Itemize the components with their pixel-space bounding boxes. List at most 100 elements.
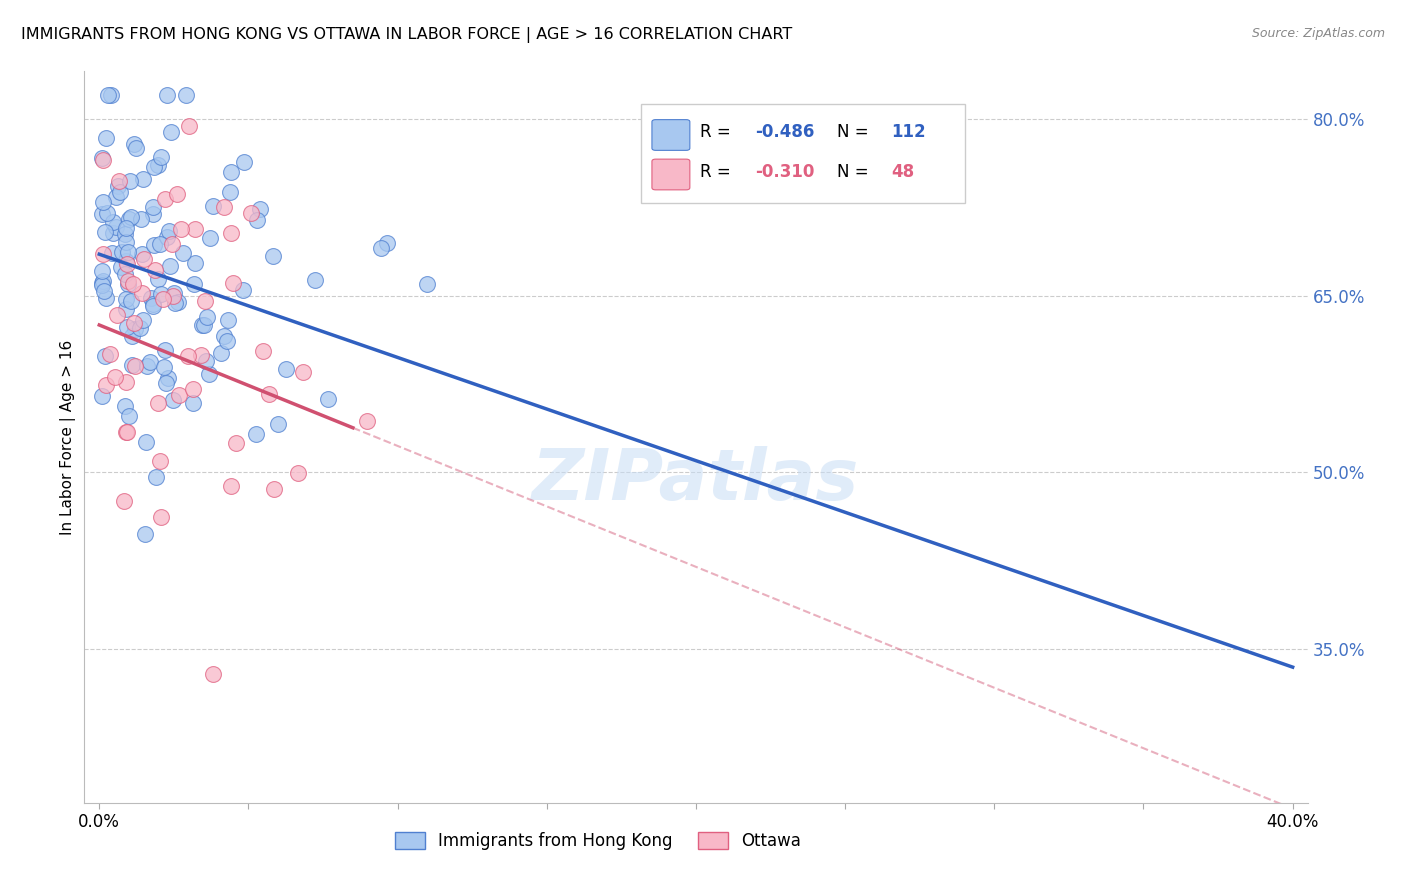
Point: [134, 252, 156, 267]
Text: N =: N =: [837, 162, 873, 180]
Point: [267, 417, 290, 432]
Point: [134, 526, 156, 541]
Point: [91, 389, 114, 403]
Point: [162, 392, 184, 407]
Point: [191, 318, 214, 333]
Point: [91, 194, 114, 209]
Point: [150, 150, 173, 164]
Point: [153, 192, 176, 206]
Point: [117, 277, 139, 291]
Point: [219, 164, 242, 178]
Point: [162, 289, 184, 303]
Point: [139, 355, 162, 369]
Point: [91, 276, 114, 290]
Text: 112: 112: [891, 123, 927, 141]
Point: [139, 291, 162, 305]
Point: [155, 376, 177, 390]
Point: [96, 131, 118, 145]
Y-axis label: In Labor Force | Age > 16: In Labor Force | Age > 16: [60, 340, 76, 534]
Point: [163, 296, 186, 310]
Point: [150, 287, 173, 301]
Point: [129, 211, 152, 226]
Point: [96, 291, 118, 305]
Point: [183, 277, 205, 292]
Point: [263, 482, 285, 496]
Point: [177, 120, 200, 134]
Point: [194, 294, 217, 309]
Point: [131, 286, 153, 301]
Point: [93, 284, 115, 298]
Text: IMMIGRANTS FROM HONG KONG VS OTTAWA IN LABOR FORCE | AGE > 16 CORRELATION CHART: IMMIGRANTS FROM HONG KONG VS OTTAWA IN L…: [21, 27, 793, 43]
Point: [115, 253, 138, 268]
Point: [131, 313, 153, 327]
Point: [167, 388, 190, 402]
Point: [117, 245, 139, 260]
Point: [115, 302, 138, 317]
Point: [149, 509, 172, 524]
Point: [246, 212, 269, 227]
Point: [93, 349, 115, 363]
Point: [105, 308, 128, 322]
Point: [91, 274, 114, 288]
Point: [198, 231, 221, 245]
Point: [233, 154, 256, 169]
Point: [122, 136, 145, 151]
Point: [100, 87, 122, 102]
Text: R =: R =: [700, 162, 735, 180]
Point: [215, 334, 238, 348]
Point: [166, 294, 188, 309]
Point: [91, 207, 114, 221]
Point: [184, 222, 207, 236]
Text: N =: N =: [837, 123, 873, 141]
Point: [193, 318, 215, 332]
Point: [252, 344, 274, 359]
Point: [121, 358, 143, 372]
Point: [114, 400, 136, 414]
Point: [172, 245, 194, 260]
Point: [101, 215, 124, 229]
Point: [124, 359, 146, 374]
Point: [122, 316, 145, 330]
Point: [125, 141, 148, 155]
Point: [163, 285, 186, 300]
Point: [156, 371, 179, 385]
Point: [135, 435, 157, 450]
Point: [110, 260, 132, 274]
Point: [143, 238, 166, 252]
Point: [183, 256, 205, 270]
Point: [195, 310, 218, 325]
Point: [100, 246, 122, 260]
Point: [131, 247, 153, 261]
Point: [183, 382, 205, 396]
Point: [115, 220, 138, 235]
Point: [375, 235, 398, 250]
Point: [222, 276, 245, 290]
Point: [162, 236, 184, 251]
Point: [157, 224, 180, 238]
Point: [100, 347, 122, 361]
Point: [225, 435, 247, 450]
Point: [153, 343, 176, 357]
Point: [120, 174, 142, 188]
Point: [146, 158, 169, 172]
Point: [107, 174, 129, 188]
Point: [114, 227, 136, 241]
Point: [115, 257, 138, 271]
Point: [117, 320, 139, 334]
Point: [108, 185, 131, 199]
Text: -0.310: -0.310: [755, 162, 814, 180]
Point: [287, 466, 309, 480]
Point: [145, 470, 167, 484]
Point: [201, 199, 224, 213]
Point: [245, 427, 267, 442]
Point: [232, 283, 254, 297]
Point: [356, 414, 378, 428]
Point: [292, 365, 315, 379]
Point: [159, 259, 181, 273]
Point: [117, 425, 139, 439]
Point: [217, 312, 239, 326]
Point: [142, 299, 165, 313]
Point: [190, 348, 212, 362]
Point: [115, 375, 138, 389]
Point: [104, 190, 127, 204]
